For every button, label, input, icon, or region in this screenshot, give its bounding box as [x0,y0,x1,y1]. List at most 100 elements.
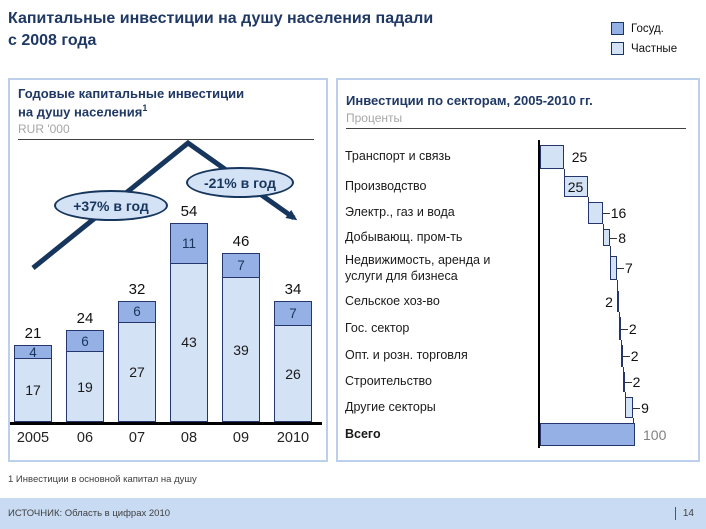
sector-value-8: 2 [632,374,641,390]
sector-label-4: Недвижимость, аренда и услуги для бизнес… [345,252,491,283]
x-axis-label-09: 09 [232,430,250,446]
page-title-line2: с 2008 года [8,31,97,49]
sector-value-5: 2 [605,294,613,310]
waterfall-bars: 25 25 16 8 7 2 2 2 2 9 100 [538,140,692,448]
waterfall-bar-3 [602,229,611,246]
stacked-bar-2005: 17 4 [14,345,52,422]
stacked-bar-08: 43 11 [170,223,208,422]
sector-label-2: Электр., газ и вода [345,205,455,220]
sector-label-10: Всего [345,426,381,441]
state-segment-2010: 7 [274,300,312,327]
waterfall-bar-1 [563,176,588,197]
waterfall-bar-4 [610,256,617,280]
left-chart-header: Годовые капитальные инвестиции на душу н… [10,80,326,141]
private-color-swatch [611,42,624,55]
legend-item-private: Частные [611,42,677,55]
sector-label-1: Производство [345,178,427,193]
sector-row-9: Другие секторы [345,394,693,420]
stacked-bar-06: 19 6 [66,330,104,422]
sector-value-1: 25 [567,179,584,195]
x-axis-label-06: 06 [76,430,94,446]
waterfall-chart: Транспорт и связь Производство Электр., га… [345,140,693,448]
sector-row-4: Недвижимость, аренда и услуги для бизнес… [345,248,693,288]
sector-value-6: 2 [628,321,637,337]
left-chart-title: Годовые капитальные инвестиции на душу н… [18,86,245,120]
right-chart-unit: Проценты [346,110,403,125]
footnote: 1 Инвестиции в основной капитал на душу [8,474,197,485]
page-number: 14 [674,507,694,520]
state-segment-07: 6 [118,300,156,323]
sector-row-1: Производство [345,173,693,199]
right-chart-title: Инвестиции по секторам, 2005-2010 гг. [346,93,593,108]
waterfall-connector [620,340,622,345]
waterfall-bar-5 [616,291,619,312]
left-chart-panel: Годовые капитальные инвестиции на душу н… [8,78,328,462]
footnote-marker: 1 [142,102,148,113]
waterfall-bar-0 [540,145,564,169]
private-segment-2010: 26 [274,325,312,422]
state-segment-08: 11 [170,223,208,264]
annotation-growth-rate: +37% в год [54,190,168,221]
state-color-swatch [611,22,624,35]
state-segment-2005: 4 [14,345,52,360]
sector-label-8: Строительство [345,374,432,389]
source-text: ИСТОЧНИК: Область в цифрах 2010 [8,508,171,519]
header-rule [18,139,314,141]
x-axis-label-2010: 2010 [276,430,310,446]
x-axis-label-2005: 2005 [16,430,50,446]
waterfall-bar-10 [540,423,635,446]
waterfall-bar-2 [587,202,603,224]
waterfall-connector [602,224,604,229]
value-leader-line [616,268,624,269]
sector-label-0: Транспорт и связь [345,149,451,164]
waterfall-connector [618,312,620,317]
stacked-bar-2010: 26 7 [274,300,312,422]
private-segment-2005: 17 [14,358,52,422]
value-leader-line [622,356,630,357]
sector-value-2: 16 [610,205,627,221]
y-axis-line [538,140,540,448]
waterfall-connector [616,280,618,291]
waterfall-bar-7 [620,345,623,367]
private-segment-06: 19 [66,351,104,422]
private-segment-08: 43 [170,262,208,422]
waterfall-connector [624,392,626,397]
page-title: Капитальные инвестиции на душу населения… [8,8,598,51]
legend-label-private: Частные [631,42,678,55]
sector-row-8: Строительство [345,369,693,394]
sector-label-7: Опт. и розн. торговля [345,348,468,363]
private-segment-07: 27 [118,321,156,422]
sector-label-6: Гос. сектор [345,320,410,335]
sector-label-9: Другие секторы [345,399,436,414]
value-leader-line [602,213,610,214]
waterfall-connector [587,197,589,202]
sector-row-5: Сельское хоз-во [345,288,693,314]
sector-value-10: 100 [643,427,667,443]
chart-legend: Госуд. Частные [611,22,677,62]
waterfall-bar-9 [624,397,634,418]
sector-value-4: 7 [624,260,633,276]
waterfall-connector [610,246,612,256]
private-segment-09: 39 [222,277,260,422]
sector-label-5: Сельское хоз-во [345,293,440,308]
sector-row-0: Транспорт и связь [345,140,693,173]
state-segment-09: 7 [222,252,260,279]
waterfall-connector [633,418,635,423]
total-label-09: 46 [232,232,250,250]
sector-value-3: 8 [618,230,627,246]
value-leader-line [620,329,628,330]
total-label-2010: 34 [284,280,302,298]
sector-row-10: Всего [345,420,693,448]
stacked-bar-09: 39 7 [222,252,260,422]
annotation-decline-rate: -21% в год [186,167,294,198]
sector-row-3: Добывающ. пром-ть [345,226,693,248]
page-title-line1: Капитальные инвестиции на душу населения… [8,10,434,27]
value-leader-line [624,382,632,383]
x-axis-label-08: 08 [180,430,198,446]
waterfall-bar-8 [622,372,625,392]
state-segment-06: 6 [66,330,104,353]
x-axis-line [10,422,322,425]
sector-row-6: Гос. сектор [345,314,693,342]
sector-row-7: Опт. и розн. торговля [345,342,693,369]
total-label-2005: 21 [24,324,42,342]
